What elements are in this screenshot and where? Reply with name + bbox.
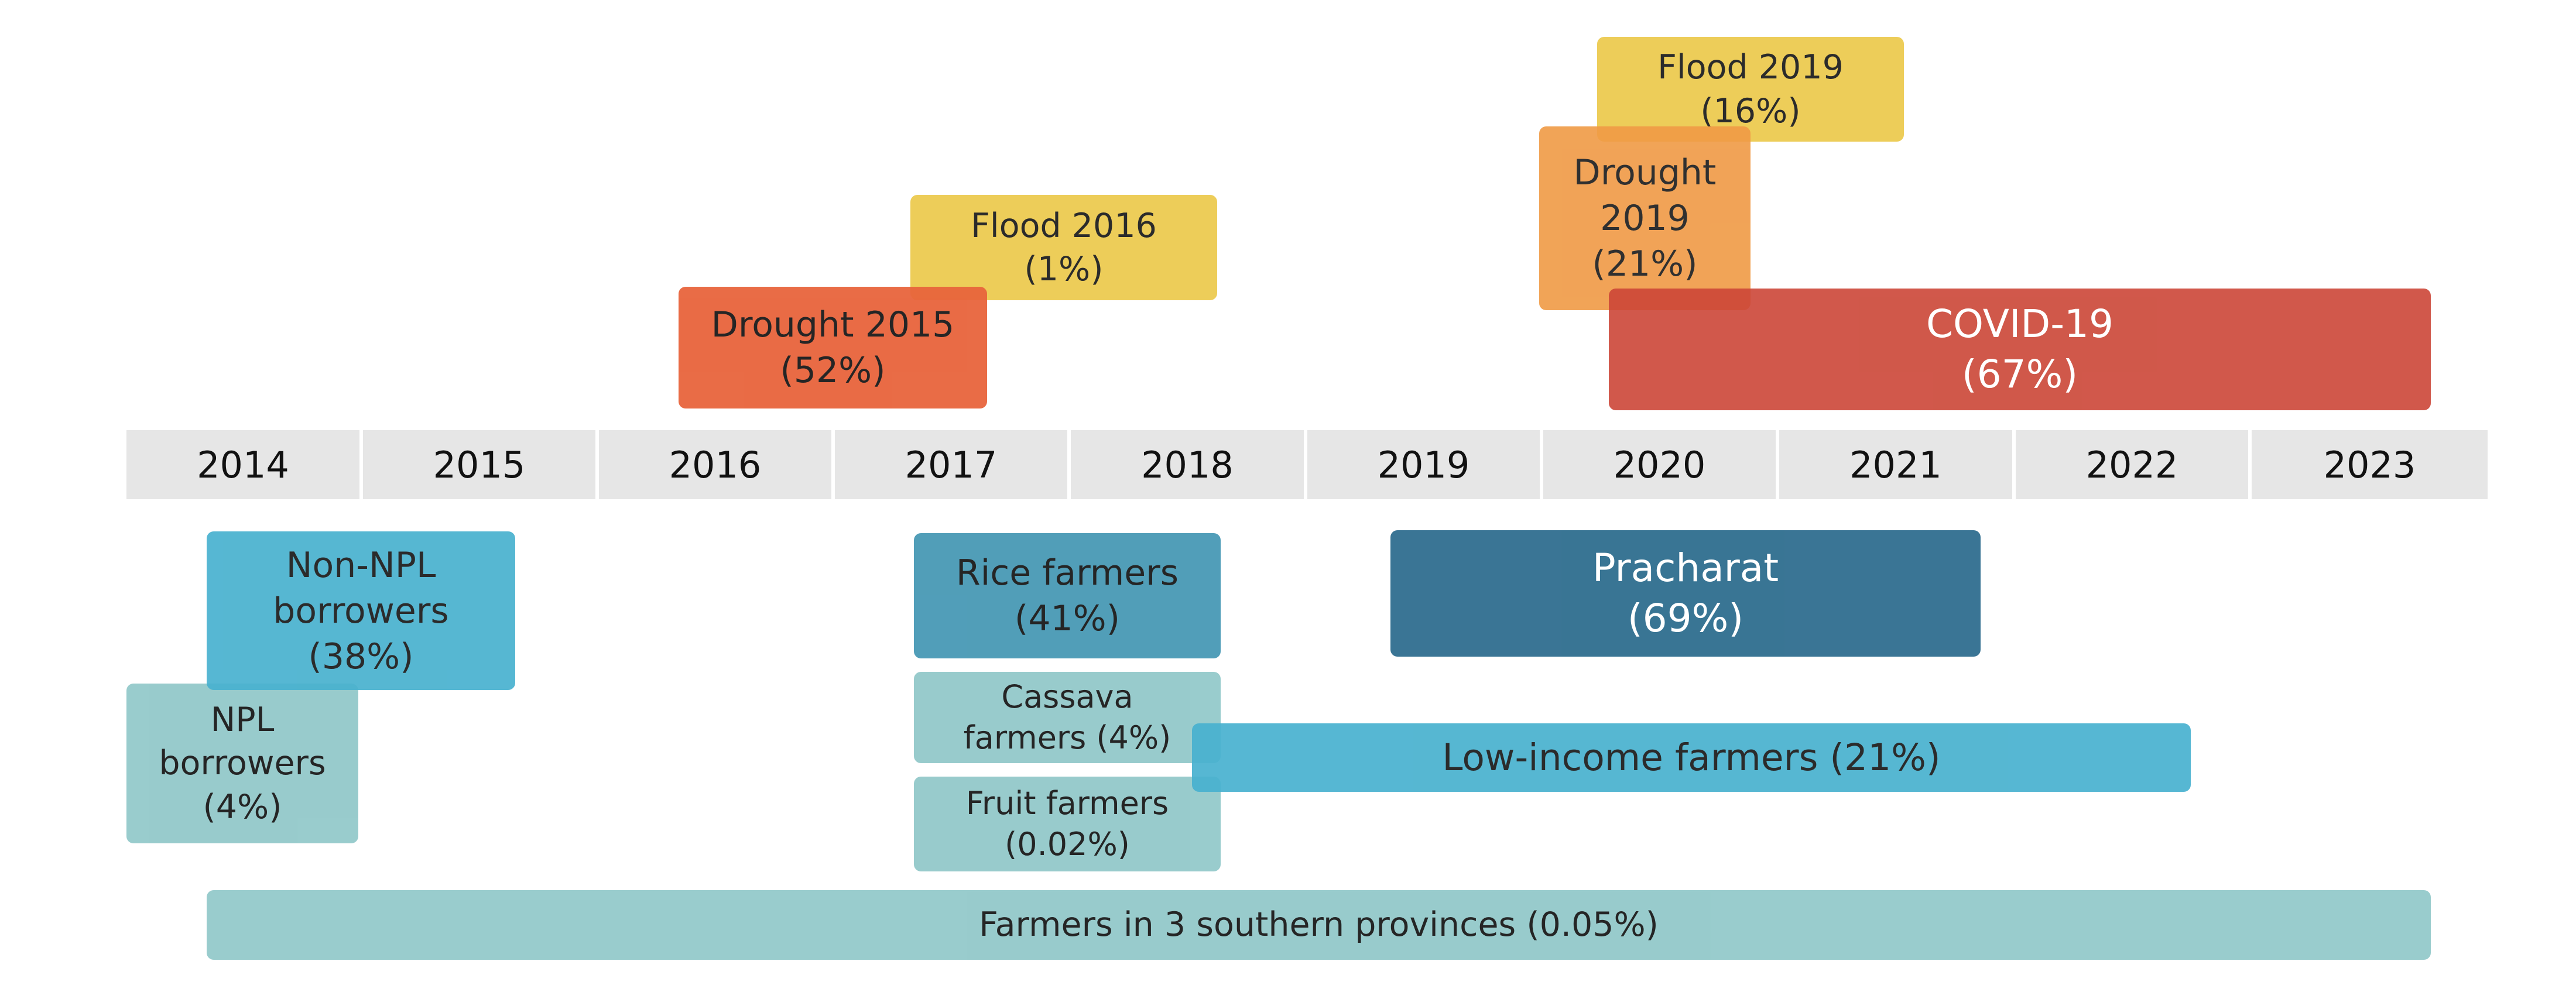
npl-borrowers-label-line: (4%) <box>203 787 282 826</box>
non-npl-borrowers-box: Non-NPL borrowers (38%) <box>207 531 515 690</box>
cassava-farmers-label-line: Cassava <box>1001 678 1133 715</box>
year-label-2015: 2015 <box>363 430 595 499</box>
year-label-2018: 2018 <box>1071 430 1304 499</box>
flood-2016-box: Flood 2016 (1%) <box>910 195 1217 300</box>
drought-2019-label-line: Drought <box>1573 152 1717 193</box>
drought-2019-label-line: (21%) <box>1592 243 1698 284</box>
year-label-2014: 2014 <box>126 430 359 499</box>
flood-2016-label-line: (1%) <box>1024 250 1104 289</box>
npl-borrowers-label-line: borrowers <box>159 744 326 783</box>
drought-2015-box: Drought 2015 (52%) <box>679 287 987 408</box>
fruit-farmers-label-line: (0.02%) <box>1005 826 1130 863</box>
npl-borrowers-box: NPL borrowers (4%) <box>126 684 358 843</box>
drought-2015-label-line: Drought 2015 <box>711 304 955 345</box>
farmers-3-southern-provinces-box: Farmers in 3 southern provinces (0.05%) <box>207 890 2431 960</box>
farmers-3-southern-provinces-label-line: Farmers in 3 southern provinces (0.05%) <box>979 905 1659 945</box>
rice-farmers-label-line: Rice farmers <box>955 552 1179 593</box>
fruit-farmers-label-line: Fruit farmers <box>965 784 1169 822</box>
non-npl-borrowers-label-line: (38%) <box>308 636 414 677</box>
year-label-2022: 2022 <box>2016 430 2248 499</box>
year-label-2017: 2017 <box>835 430 1067 499</box>
flood-2019-box: Flood 2019 (16%) <box>1597 37 1904 142</box>
flood-2019-label-line: (16%) <box>1700 91 1801 131</box>
low-income-farmers-box: Low-income farmers (21%) <box>1192 723 2191 792</box>
flood-2016-label-line: Flood 2016 <box>971 206 1157 245</box>
drought-2019-box: Drought 2019 (21%) <box>1539 126 1751 310</box>
npl-borrowers-label-line: NPL <box>210 701 275 740</box>
flood-2019-label-line: Flood 2019 <box>1657 48 1844 87</box>
pracharat-box: Pracharat (69%) <box>1390 530 1981 657</box>
fruit-farmers-box: Fruit farmers (0.02%) <box>914 777 1221 871</box>
low-income-farmers-label-line: Low-income farmers (21%) <box>1442 736 1941 779</box>
year-label-2021: 2021 <box>1779 430 2012 499</box>
drought-2015-label-line: (52%) <box>780 350 886 391</box>
year-label-2023: 2023 <box>2252 430 2488 499</box>
non-npl-borrowers-label-line: Non-NPL <box>286 544 436 586</box>
covid-19-label-line: (67%) <box>1961 352 2078 397</box>
rice-farmers-label-line: (41%) <box>1014 598 1121 639</box>
rice-farmers-box: Rice farmers (41%) <box>914 533 1221 658</box>
pracharat-label-line: (69%) <box>1627 596 1744 641</box>
non-npl-borrowers-label-line: borrowers <box>273 590 449 631</box>
year-label-2020: 2020 <box>1543 430 1776 499</box>
drought-2019-label-line: 2019 <box>1600 198 1690 239</box>
covid-19-label-line: COVID-19 <box>1926 301 2114 347</box>
year-label-2019: 2019 <box>1307 430 1540 499</box>
pracharat-label-line: Pracharat <box>1592 545 1779 591</box>
cassava-farmers-label-line: farmers (4%) <box>963 719 1171 756</box>
cassava-farmers-box: Cassava farmers (4%) <box>914 672 1221 763</box>
covid-19-box: COVID-19 (67%) <box>1609 289 2431 410</box>
year-label-2016: 2016 <box>599 430 831 499</box>
